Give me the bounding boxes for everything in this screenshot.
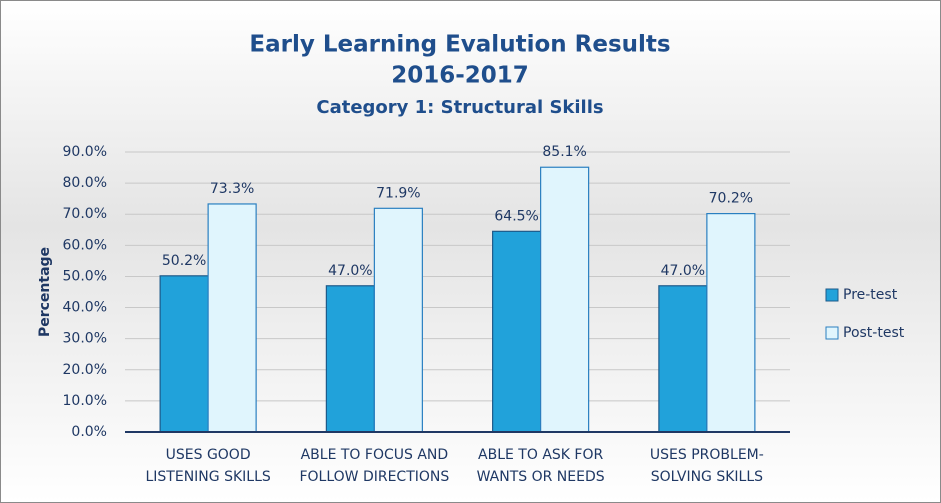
data-label: 71.9%: [376, 185, 420, 201]
x-tick-label: ABLE TO FOCUS AND FOLLOW DIRECTIONS: [299, 447, 450, 485]
data-label: 50.2%: [162, 253, 206, 269]
legend-swatch: [825, 288, 839, 302]
data-label: 47.0%: [661, 263, 705, 279]
chart-subtitle: Category 1: Structural Skills: [316, 97, 603, 118]
legend-label: Post-test: [843, 325, 905, 341]
y-tick-label: 80.0%: [63, 175, 107, 191]
y-tick-label: 0.0%: [71, 424, 107, 440]
data-label: 47.0%: [328, 263, 372, 279]
y-tick-label: 30.0%: [63, 331, 107, 347]
data-label: 64.5%: [494, 208, 538, 224]
bar: [492, 230, 542, 433]
y-tick-label: 50.0%: [63, 268, 107, 284]
bar: [207, 203, 257, 433]
bar: [706, 213, 756, 433]
y-tick-label: 20.0%: [63, 362, 107, 378]
data-label: 85.1%: [542, 144, 586, 160]
y-tick-label: 40.0%: [63, 300, 107, 316]
y-tick-label: 90.0%: [63, 144, 107, 160]
legend-label: Pre-test: [843, 287, 898, 303]
bar: [325, 285, 375, 433]
data-label: 70.2%: [709, 191, 753, 207]
chart-title: Early Learning Evalution Results: [249, 32, 670, 58]
bar: [540, 166, 590, 433]
y-tick-label: 10.0%: [63, 393, 107, 409]
y-axis-label: Percentage: [37, 247, 53, 337]
x-tick-label: ABLE TO ASK FOR WANTS OR NEEDS: [476, 447, 605, 485]
bar: [658, 285, 708, 433]
x-tick-label: USES PROBLEM-SOLVING SKILLS: [649, 447, 764, 485]
x-tick-label: USES GOOD LISTENING SKILLS: [145, 447, 271, 485]
chart-title-line2: 2016-2017: [391, 63, 529, 89]
data-label: 73.3%: [210, 181, 254, 197]
legend-swatch: [825, 326, 839, 340]
y-tick-label: 70.0%: [63, 206, 107, 222]
bar: [159, 275, 209, 433]
bar: [373, 207, 423, 433]
y-tick-label: 60.0%: [63, 237, 107, 253]
